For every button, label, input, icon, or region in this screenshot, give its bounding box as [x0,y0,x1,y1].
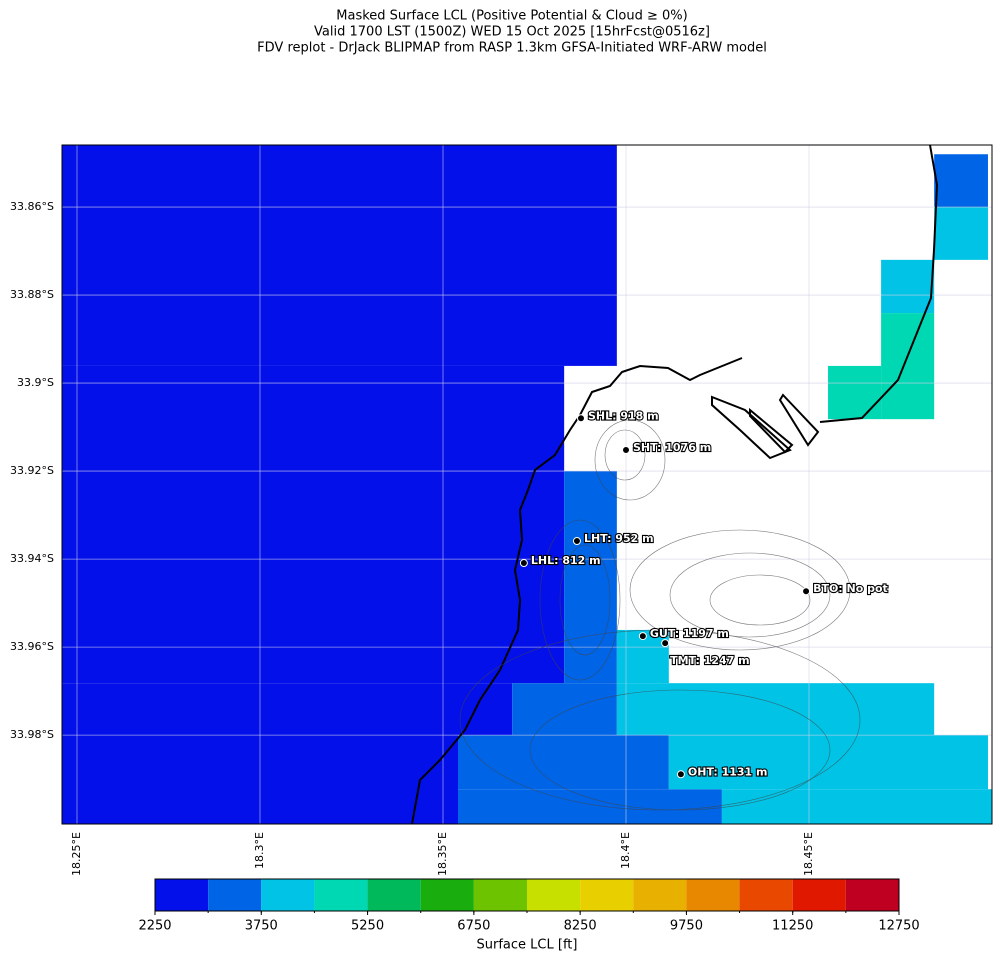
chart-title: Valid 1700 LST (1500Z) WED 15 Oct 2025 [… [314,25,710,40]
station-label: LHL: 812 m [531,554,601,567]
colorbar-bin [314,879,368,911]
colorbar-tick-label: 2250 [138,919,171,934]
y-tick-label: 33.9°S [17,376,54,389]
lcl-cell [62,365,565,684]
station-label: SHL: 918 m [588,409,659,422]
y-tick-label: 33.96°S [10,640,54,653]
lcl-cell [934,207,988,260]
station-label: TMT: 1247 m [670,654,750,667]
lcl-cell [458,789,722,824]
chart-title: FDV replot - DrJack BLIPMAP from RASP 1.… [257,41,767,56]
station-marker [622,445,631,454]
station-marker [572,537,581,546]
colorbar-frame [154,878,900,912]
terrain-contours [459,419,861,811]
x-tick-label: 18.4°E [619,832,632,869]
colorbar-bin [845,879,899,911]
colorbar-bin [792,879,846,911]
coastline [819,144,939,423]
station-label: SHT: 1076 m [633,441,711,454]
lcl-cell [881,313,935,420]
colorbar-bin [739,879,793,911]
lcl-cell [668,735,988,790]
colorbar-bin [155,879,209,911]
lcl-cell [828,365,882,420]
breakwater [778,393,820,447]
station-marker [802,587,811,596]
lcl-cell [62,145,617,366]
y-tick-label: 33.98°S [10,728,54,741]
colorbar-bin [261,879,315,911]
colorbar-bin [527,879,581,911]
x-tick-label: 18.3°E [253,832,266,869]
colorbar-label: Surface LCL [ft] [477,938,578,953]
station-marker [638,632,647,641]
station-label: LHT: 952 m [584,532,654,545]
station-label: OHT: 1131 m [688,765,768,778]
y-tick-label: 33.94°S [10,552,54,565]
lcl-cell [934,154,988,208]
x-tick-label: 18.35°E [436,832,449,876]
lcl-cell [458,735,669,790]
colorbar-bin [633,879,687,911]
colorbar-bin [580,879,634,911]
colorbar-tick-label: 3750 [245,919,278,934]
colorbar-tick-label: 9750 [670,919,703,934]
station-marker [661,639,670,648]
colorbar: 2250 3750 5250 6750 8250 9750 11250 12750 Surfac… [138,878,920,953]
colorbar-tick-label: 11250 [772,919,813,934]
breakwater [749,407,794,454]
colorbar-tick-label: 6750 [457,919,490,934]
chart-title: Masked Surface LCL (Positive Potential &… [336,9,687,24]
station-marker [576,414,585,423]
colorbar-bin [686,879,740,911]
coastline [411,357,743,825]
x-tick-label: 18.45°E [802,832,815,876]
colorbar-tick-label: 8250 [564,919,597,934]
lcl-cell [721,789,992,824]
colorbar-bin [473,879,527,911]
lcl-cell [881,259,935,314]
lcl-cell [616,683,935,736]
lcl-cell [512,683,617,736]
station-label: BTO: No pot [813,582,888,595]
colorbar-tick-label: 5250 [351,919,384,934]
x-tick-label: 18.25°E [70,832,83,876]
y-tick-label: 33.86°S [10,200,54,213]
lcl-cell [62,683,513,736]
station-marker [676,770,685,779]
map-frame [61,144,993,825]
lcl-cell [564,471,617,684]
station-marker [519,559,528,568]
colorbar-bin [367,879,421,911]
breakwater [711,395,792,460]
station-label: GUT: 1197 m [650,627,729,640]
map-layout: SHL: 918 m SHT: 1076 m LHT: 952 m LHL: 812 … [61,144,993,825]
y-tick-label: 33.88°S [10,288,54,301]
map [62,145,992,824]
y-tick-label: 33.92°S [10,464,54,477]
colorbar-tick-label: 12750 [878,919,919,934]
colorbar-bin [208,879,262,911]
titles: Masked Surface LCL (Positive Potential &… [257,9,767,56]
colorbar-bin [420,879,474,911]
